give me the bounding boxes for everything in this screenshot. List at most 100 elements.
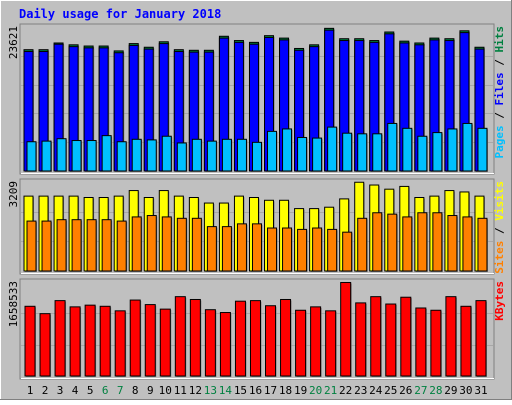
bar-sites-day-6 [101, 219, 112, 272]
day-label-30: 30 [459, 384, 472, 397]
day-label-20: 20 [309, 384, 322, 397]
bar-sites-day-2 [41, 220, 52, 272]
bar-kbytes-day-23 [355, 302, 367, 377]
panel-legend-visits: Sites / Visits [493, 181, 506, 274]
bar-kbytes-day-20 [310, 306, 322, 377]
bar-pages-day-2 [41, 140, 52, 172]
day-label-29: 29 [444, 384, 457, 397]
bar-kbytes-day-14 [219, 312, 231, 377]
bar-sites-day-17 [267, 227, 278, 272]
panel-hits: 23621 Pages / Files / Hits [7, 23, 506, 175]
bar-pages-day-26 [402, 127, 413, 172]
bar-pages-day-25 [387, 122, 398, 172]
bar-pages-day-9 [146, 139, 157, 172]
day-label-17: 17 [264, 384, 277, 397]
bar-sites-day-24 [372, 212, 383, 272]
bar-sites-day-7 [116, 220, 127, 272]
bar-sites-day-13 [206, 226, 217, 272]
day-label-22: 22 [339, 384, 352, 397]
bar-kbytes-day-4 [69, 306, 81, 377]
bar-kbytes-day-2 [39, 313, 51, 377]
bar-sites-day-22 [342, 231, 353, 272]
panel-kbytes: 1658533 KBytes [7, 278, 506, 380]
day-label-31: 31 [474, 384, 487, 397]
bar-kbytes-day-6 [99, 305, 111, 377]
bar-sites-day-10 [161, 216, 172, 272]
bar-pages-day-24 [372, 133, 383, 172]
bar-pages-day-23 [357, 133, 368, 172]
day-label-15: 15 [234, 384, 247, 397]
panel-legend-kbytes: KBytes [493, 281, 506, 321]
bar-kbytes-day-17 [265, 305, 277, 377]
legend-segment: KBytes [493, 281, 506, 321]
bar-pages-day-21 [327, 126, 338, 172]
day-label-8: 8 [132, 384, 139, 397]
day-label-7: 7 [117, 384, 124, 397]
day-label-4: 4 [72, 384, 79, 397]
bar-kbytes-day-24 [370, 296, 382, 377]
day-label-23: 23 [354, 384, 367, 397]
bar-kbytes-day-18 [280, 298, 292, 377]
bar-sites-day-15 [236, 223, 247, 272]
day-label-16: 16 [249, 384, 262, 397]
bar-sites-day-28 [432, 212, 443, 272]
legend-segment: / [493, 221, 506, 241]
bar-sites-day-25 [387, 213, 398, 272]
panel-visits: 3209 Sites / Visits [7, 178, 506, 275]
bar-sites-day-3 [56, 219, 67, 272]
bar-kbytes-day-30 [460, 305, 472, 377]
bar-sites-day-9 [146, 215, 157, 272]
bar-sites-day-19 [297, 228, 308, 272]
bar-sites-day-20 [312, 227, 323, 272]
bar-pages-day-8 [131, 138, 142, 172]
chart-title: Daily usage for January 2018 [19, 7, 221, 21]
bar-sites-day-16 [251, 223, 262, 272]
day-label-10: 10 [159, 384, 172, 397]
panel-max-label-visits: 3209 [7, 181, 20, 208]
bar-pages-day-29 [447, 128, 458, 172]
bar-pages-day-13 [206, 140, 217, 172]
bar-pages-day-4 [71, 140, 82, 172]
day-label-24: 24 [369, 384, 383, 397]
bar-pages-day-3 [56, 138, 67, 172]
bar-kbytes-day-9 [144, 304, 156, 377]
bar-kbytes-day-7 [114, 310, 126, 377]
bar-sites-day-1 [26, 220, 37, 272]
day-label-12: 12 [189, 384, 202, 397]
day-label-6: 6 [102, 384, 109, 397]
bar-kbytes-day-8 [129, 299, 141, 377]
legend-segment: Pages [493, 125, 506, 158]
day-label-14: 14 [219, 384, 233, 397]
bar-pages-day-14 [221, 138, 232, 172]
bar-kbytes-day-3 [54, 300, 66, 377]
legend-segment: Visits [493, 181, 506, 221]
bar-pages-day-7 [116, 141, 127, 172]
bar-sites-day-31 [477, 217, 488, 272]
bar-kbytes-day-15 [234, 300, 246, 377]
bar-pages-day-11 [176, 142, 187, 172]
bar-sites-day-4 [71, 219, 82, 272]
day-label-3: 3 [57, 384, 64, 397]
bar-kbytes-day-29 [445, 296, 457, 377]
bar-kbytes-day-25 [385, 303, 397, 377]
bar-pages-day-30 [462, 122, 473, 172]
bar-pages-day-18 [282, 128, 293, 172]
day-label-18: 18 [279, 384, 292, 397]
bar-kbytes-day-19 [295, 309, 307, 377]
day-label-5: 5 [87, 384, 94, 397]
day-label-1: 1 [27, 384, 34, 397]
panel-legend-hits: Pages / Files / Hits [493, 26, 506, 159]
bar-pages-day-17 [267, 130, 278, 172]
bar-kbytes-day-22 [340, 281, 352, 377]
bar-kbytes-day-28 [430, 309, 442, 377]
day-label-26: 26 [399, 384, 412, 397]
day-label-25: 25 [384, 384, 397, 397]
bar-kbytes-day-10 [159, 308, 171, 377]
bar-sites-day-5 [86, 219, 97, 272]
bar-sites-day-21 [327, 228, 338, 272]
day-label-19: 19 [294, 384, 307, 397]
chart-panels: 23621 Pages / Files / Hits 3209 Sites / Vis… [7, 23, 506, 380]
bar-kbytes-day-26 [400, 296, 412, 377]
day-label-13: 13 [204, 384, 217, 397]
bar-sites-day-11 [176, 217, 187, 272]
